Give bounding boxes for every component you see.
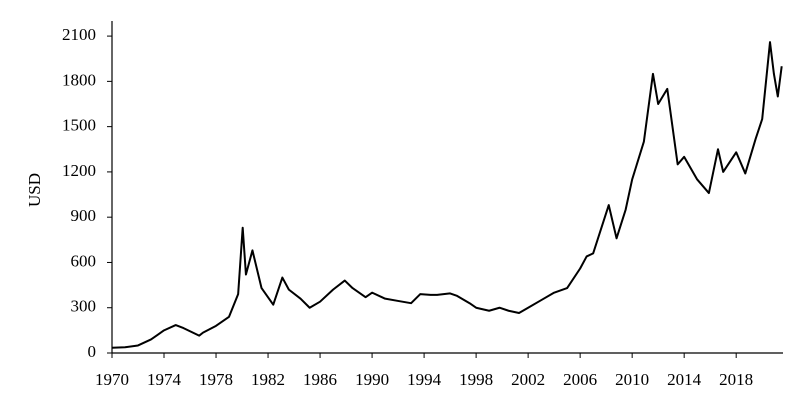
y-tick-label: 1200 <box>62 161 96 180</box>
x-tick-label: 1998 <box>459 370 493 389</box>
x-tick-label: 1970 <box>95 370 129 389</box>
y-tick-label: 900 <box>71 206 97 225</box>
y-tick-label: 300 <box>71 297 97 316</box>
y-tick-label: 600 <box>71 251 97 270</box>
x-tick-label: 2006 <box>563 370 597 389</box>
x-tick-label: 2002 <box>511 370 545 389</box>
x-tick-label: 1982 <box>251 370 285 389</box>
x-tick-label: 2018 <box>719 370 753 389</box>
x-tick-label: 1986 <box>303 370 337 389</box>
x-tick-label: 1978 <box>199 370 233 389</box>
y-tick-label: 2100 <box>62 25 96 44</box>
x-tick-label: 1990 <box>355 370 389 389</box>
y-tick-label: 1500 <box>62 116 96 135</box>
y-tick-label: 0 <box>88 342 97 361</box>
x-tick-label: 1974 <box>147 370 182 389</box>
x-tick-label: 1994 <box>407 370 442 389</box>
y-axis-label: USD <box>25 173 44 207</box>
y-tick-label: 1800 <box>62 70 96 89</box>
price-line <box>111 41 783 349</box>
x-tick-label: 2014 <box>667 370 702 389</box>
x-tick-label: 2010 <box>615 370 649 389</box>
